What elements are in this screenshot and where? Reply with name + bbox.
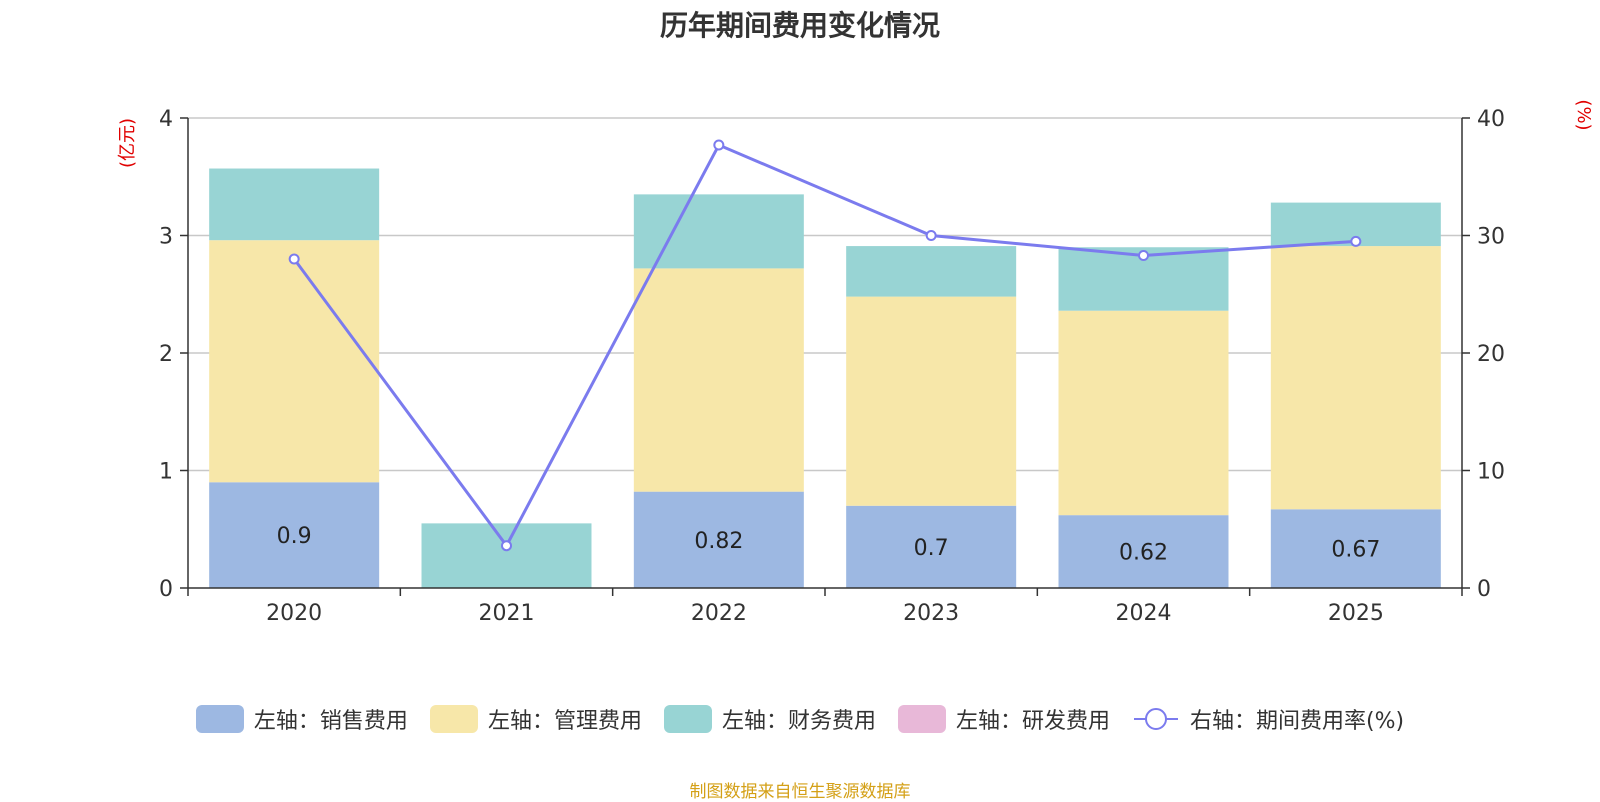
bar-segment-finance-2022 [633, 194, 804, 269]
legend-swatch-admin [429, 705, 478, 733]
legend-swatch-rnd [897, 705, 946, 733]
bar-data-label: 0.67 [1331, 538, 1380, 563]
bar-segment-admin-2024 [1058, 310, 1229, 516]
bar-data-label: 0.62 [1119, 541, 1168, 566]
x-axis-tick-label: 2020 [266, 601, 322, 626]
bar-segment-sales-2025 [1270, 509, 1441, 588]
bar-data-label: 0.7 [914, 536, 949, 561]
right-axis-tick-label: 40 [1477, 107, 1505, 132]
bar-segment-sales-2023 [846, 505, 1017, 588]
x-axis-tick-label: 2024 [1116, 601, 1172, 626]
rate-line [292, 143, 1356, 549]
legend-swatch-sales [195, 705, 244, 733]
bar-segment-sales-2020 [209, 482, 380, 588]
right-axis-tick-label: 0 [1477, 577, 1491, 602]
data-source-note: 制图数据来自恒生聚源数据库 [689, 782, 911, 802]
legend-label-admin: 左轴：管理费用 [487, 709, 642, 734]
bar-data-label: 0.82 [694, 529, 743, 554]
legend-label-sales: 左轴：销售费用 [253, 709, 408, 734]
right-axis-tick-label: 30 [1477, 225, 1505, 250]
x-axis-tick-label: 2022 [691, 601, 747, 626]
rate-point-2025 [1350, 235, 1362, 247]
legend-swatch-finance [663, 705, 712, 733]
left-axis-tick-label: 0 [159, 577, 173, 602]
bar-segment-admin-2022 [633, 268, 804, 492]
bar-segment-finance-2021 [421, 523, 592, 588]
x-axis-tick-label: 2025 [1328, 601, 1384, 626]
chart-title: 历年期间费用变化情况 [659, 9, 940, 42]
bar-segment-finance-2023 [846, 246, 1017, 297]
right-axis-unit-label: (%) [1573, 99, 1594, 130]
legend-label-finance: 左轴：财务费用 [721, 709, 876, 734]
chart-legend: 左轴：销售费用 左轴：管理费用 左轴：财务费用 左轴：研发费用 右轴：期间费用率… [0, 703, 1600, 735]
rate-point-2020 [288, 253, 300, 265]
bar-segment-admin-2023 [846, 296, 1017, 506]
bar-segment-admin-2025 [1270, 246, 1441, 510]
legend-label-rate: 右轴：期间费用率(%) [1189, 709, 1405, 734]
right-axis-tick-label: 20 [1477, 342, 1505, 367]
legend-item-admin[interactable]: 左轴：管理费用 [429, 703, 642, 735]
legend-label-rnd: 左轴：研发费用 [955, 709, 1110, 734]
bar-segment-admin-2020 [209, 240, 380, 483]
left-axis-tick-label: 2 [159, 342, 173, 367]
right-axis-tick-label: 10 [1477, 460, 1505, 485]
rate-point-2023 [925, 230, 937, 241]
legend-item-finance[interactable]: 左轴：财务费用 [663, 703, 876, 735]
bar-segment-sales-2024 [1058, 515, 1229, 588]
rate-point-2022 [713, 139, 725, 151]
left-axis-tick-label: 4 [159, 107, 173, 132]
rate-point-2021 [501, 540, 512, 552]
left-axis-unit-label: (亿元) [117, 118, 138, 168]
legend-item-rate[interactable]: 右轴：期间费用率(%) [1132, 703, 1404, 735]
legend-item-sales[interactable]: 左轴：销售费用 [195, 703, 408, 735]
bar-data-label: 0.9 [277, 524, 312, 549]
bar-segment-finance-2020 [209, 168, 380, 241]
x-axis-tick-label: 2021 [479, 601, 535, 626]
legend-item-rnd[interactable]: 左轴：研发费用 [897, 703, 1110, 735]
bar-segment-sales-2022 [633, 491, 804, 588]
x-axis-tick-label: 2023 [903, 601, 959, 626]
left-axis-tick-label: 1 [159, 460, 173, 485]
rate-point-2024 [1138, 249, 1149, 261]
left-axis-tick-label: 3 [159, 225, 173, 250]
legend-line-marker-icon [1133, 708, 1178, 730]
